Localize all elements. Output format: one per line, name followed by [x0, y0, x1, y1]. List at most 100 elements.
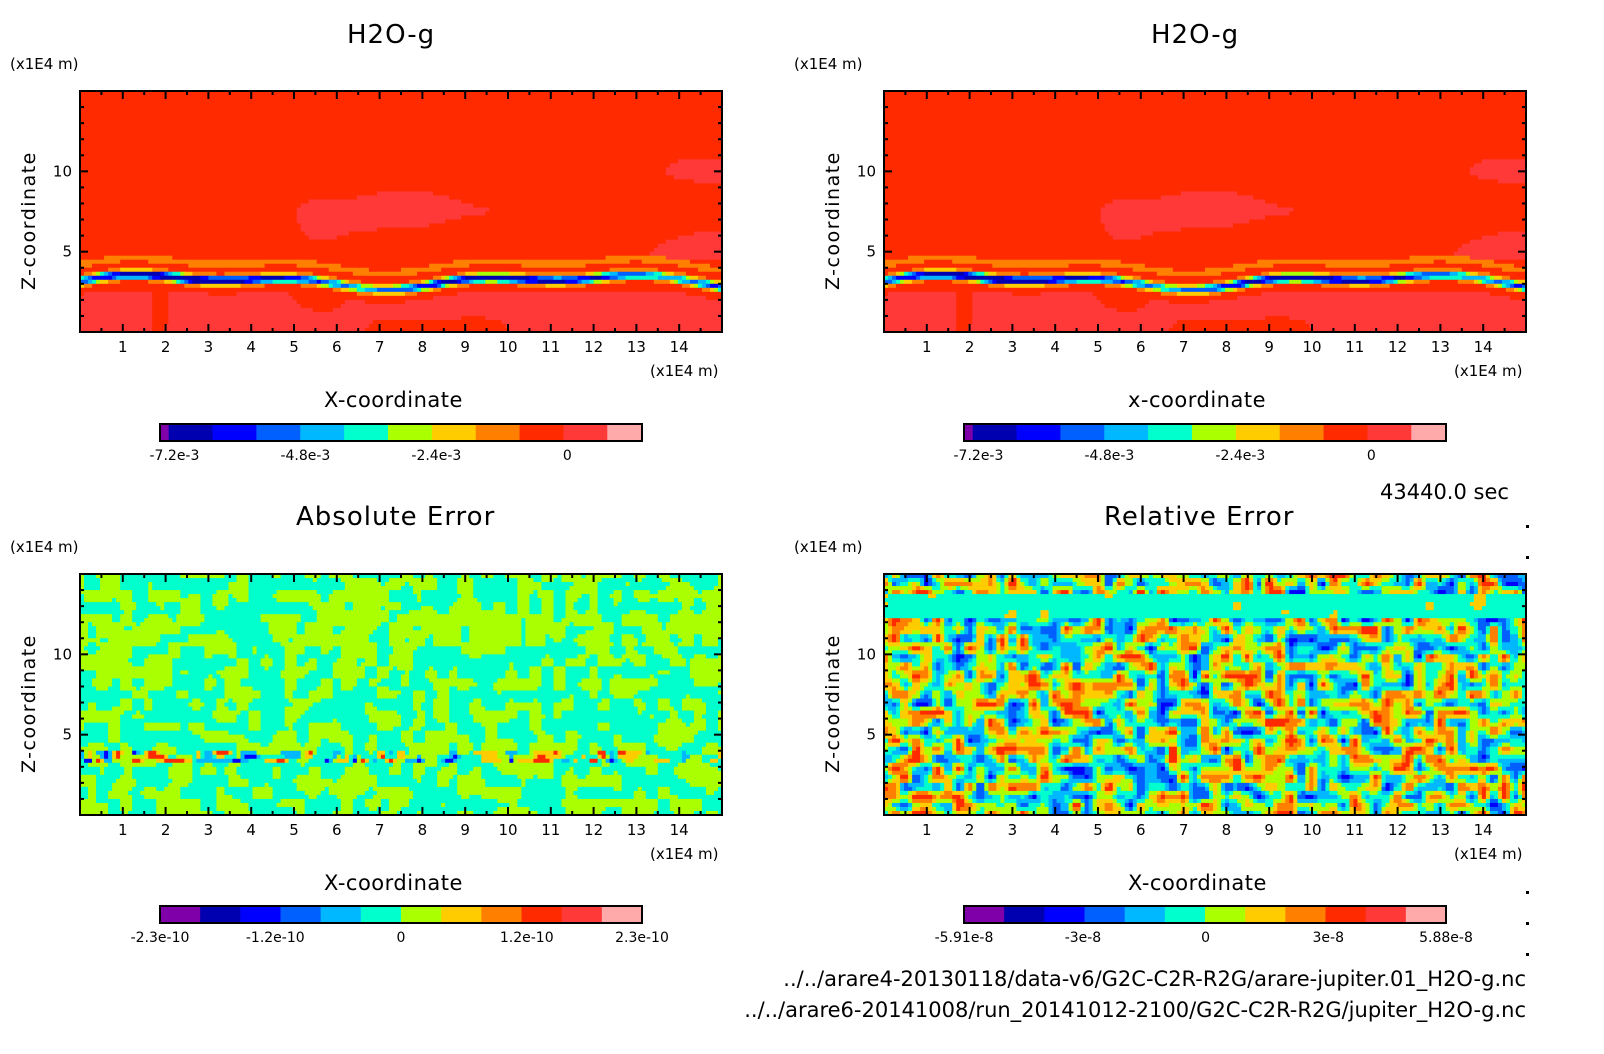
heatmap-cell: [1461, 654, 1467, 659]
heatmap-cell: [1421, 626, 1439, 631]
heatmap-cell: [376, 790, 414, 796]
heatmap-cell: [1309, 622, 1318, 627]
heatmap-cell: [1156, 658, 1170, 663]
heatmap-cell: [1144, 634, 1154, 639]
heatmap-cell: [216, 794, 234, 800]
heatmap-cell: [1381, 646, 1387, 651]
heatmap-cell: [481, 758, 502, 764]
heatmap-cell: [316, 275, 322, 281]
heatmap-cell: [116, 598, 133, 603]
heatmap-cell: [340, 279, 346, 285]
heatmap-cell: [1521, 626, 1527, 631]
heatmap-cell: [597, 666, 691, 671]
heatmap-cell: [1505, 666, 1511, 671]
heatmap-cell: [1180, 638, 1190, 643]
x-tick-label: 9: [460, 821, 470, 839]
heatmap-cell: [1497, 179, 1527, 184]
heatmap-cell: [673, 598, 679, 603]
heatmap-cell: [1116, 634, 1126, 639]
heatmap-cell: [88, 754, 93, 760]
heatmap-cell: [1377, 658, 1383, 663]
heatmap-cell: [541, 586, 571, 591]
heatmap-cell: [529, 726, 543, 732]
heatmap-cell: [100, 758, 105, 764]
heatmap-cell: [316, 259, 454, 265]
heatmap-cell: [533, 590, 539, 595]
heatmap-cell: [388, 670, 406, 676]
heatmap-cell: [216, 271, 226, 277]
heatmap-cell: [884, 263, 897, 269]
heatmap-cell: [629, 259, 643, 265]
heatmap-cell: [1144, 590, 1150, 595]
heatmap-cell: [1008, 638, 1018, 643]
heatmap-cell: [1517, 590, 1523, 595]
heatmap-cell: [120, 738, 205, 744]
heatmap-cell: [984, 279, 989, 285]
heatmap-cell: [1132, 650, 1142, 655]
heatmap-cell: [1269, 630, 1274, 635]
heatmap-cell: [1008, 646, 1018, 651]
heatmap-cell: [413, 722, 426, 728]
colorbar-swatch: [475, 424, 521, 441]
heatmap-cell: [952, 622, 957, 627]
heatmap-cell: [573, 702, 599, 708]
heatmap-cell: [1140, 275, 1238, 281]
heatmap-cell: [1205, 283, 1214, 289]
heatmap-cell: [461, 646, 506, 651]
heatmap-cell: [132, 618, 145, 623]
heatmap-cell: [268, 626, 298, 631]
heatmap-cell: [577, 642, 615, 647]
heatmap-cell: [1329, 630, 1334, 635]
heatmap-cell: [1265, 590, 1270, 595]
heatmap-cell: [449, 710, 470, 716]
heatmap-cell: [884, 107, 1527, 112]
heatmap-cell: [1369, 283, 1391, 289]
heatmap-cell: [717, 754, 723, 760]
heatmap-cell: [1164, 670, 1170, 676]
heatmap-cell: [996, 630, 1005, 635]
heatmap-cell: [324, 758, 330, 764]
heatmap-cell: [565, 279, 579, 285]
colorbar-swatch: [320, 906, 362, 923]
heatmap-cell: [132, 786, 145, 792]
heatmap-cell: [988, 626, 997, 631]
heatmap-cell: [1100, 279, 1114, 285]
heatmap-cell: [433, 574, 462, 579]
heatmap-cell: [573, 694, 591, 700]
heatmap-cell: [224, 271, 262, 277]
heatmap-cell: [693, 598, 703, 603]
heatmap-cell: [900, 662, 905, 667]
heatmap-cell: [545, 730, 567, 736]
heatmap-cell: [332, 682, 342, 688]
heatmap-cell: [388, 758, 394, 764]
heatmap-cell: [645, 746, 667, 752]
heatmap-cell: [124, 770, 133, 776]
heatmap-cell: [248, 574, 274, 579]
heatmap-cell: [248, 722, 262, 728]
heatmap-cell: [589, 694, 599, 700]
heatmap-cell: [984, 638, 989, 643]
heatmap-cell: [328, 738, 354, 744]
heatmap-cell: [501, 690, 591, 696]
heatmap-cell: [1457, 279, 1475, 285]
heatmap-cell: [1192, 666, 1202, 671]
heatmap-cell: [581, 279, 591, 285]
heatmap-cell: [1345, 646, 1351, 651]
heatmap-cell: [152, 698, 193, 704]
heatmap-cell: [1237, 275, 1246, 281]
heatmap-cell: [441, 758, 446, 764]
heatmap-cell: [457, 271, 466, 277]
heatmap-cell: [172, 762, 193, 768]
heatmap-cell: [585, 630, 615, 635]
heatmap-cell: [988, 271, 997, 277]
heatmap-cell: [304, 750, 310, 756]
heatmap-cell: [1317, 626, 1326, 631]
heatmap-cell: [529, 606, 543, 611]
heatmap-cell: [709, 762, 723, 768]
heatmap-cell: [120, 606, 137, 611]
heatmap-cell: [892, 279, 897, 285]
heatmap-cell: [964, 662, 969, 667]
heatmap-cell: [944, 634, 949, 639]
heatmap-cell: [1453, 578, 1459, 583]
heatmap-cell: [685, 758, 703, 764]
